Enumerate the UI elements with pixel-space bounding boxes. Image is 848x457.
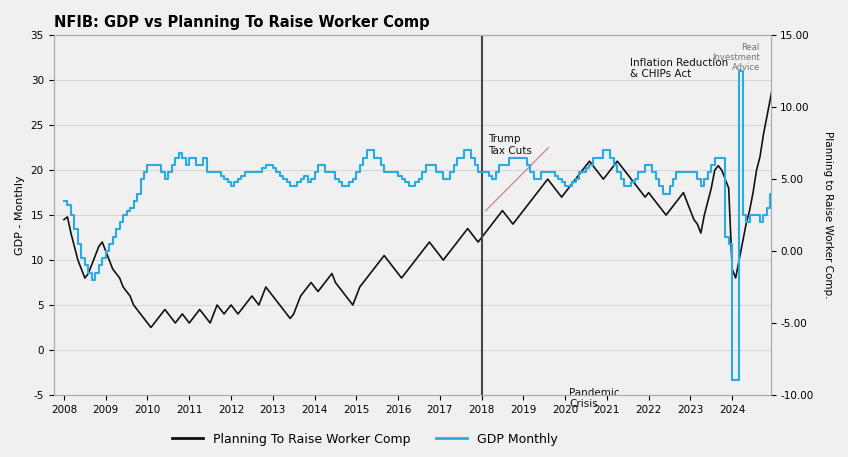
Text: NFIB: GDP vs Planning To Raise Worker Comp: NFIB: GDP vs Planning To Raise Worker Co… (53, 15, 429, 30)
Text: Inflation Reduction
& CHIPs Act: Inflation Reduction & CHIPs Act (630, 58, 728, 80)
Legend: Planning To Raise Worker Comp, GDP Monthly: Planning To Raise Worker Comp, GDP Month… (167, 428, 562, 451)
Y-axis label: Planning to Raise Worker Comp.: Planning to Raise Worker Comp. (823, 131, 833, 299)
Text: Trump
Tax Cuts: Trump Tax Cuts (488, 134, 532, 156)
Y-axis label: GDP - Monthly: GDP - Monthly (15, 175, 25, 255)
Text: Real
Investment
Advice: Real Investment Advice (712, 43, 760, 72)
Text: Pandemic
Crisis: Pandemic Crisis (569, 388, 620, 409)
